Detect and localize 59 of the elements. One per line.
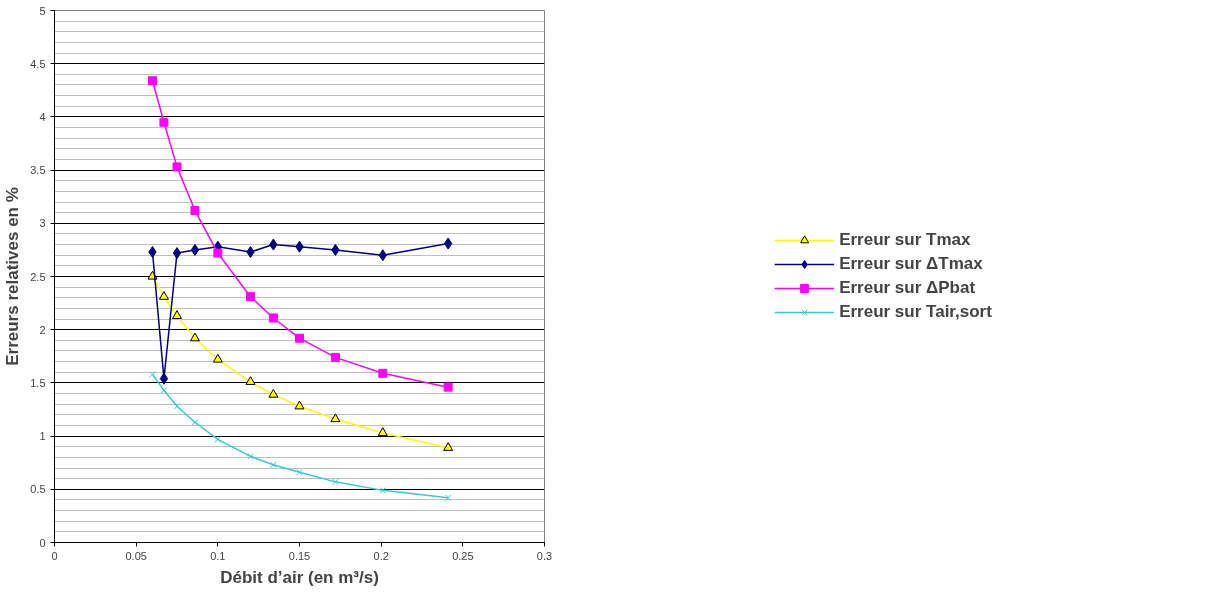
y-tick-label: 1 [39, 430, 46, 443]
legend-label: Erreur sur Tair,sort [839, 301, 992, 323]
point [212, 353, 223, 363]
point [332, 478, 339, 486]
legend-label: Erreur sur ΔTmax [839, 253, 983, 275]
point [443, 237, 453, 250]
point [213, 248, 223, 258]
y-tick-label: 3.5 [30, 164, 46, 177]
point [159, 117, 169, 127]
y-tick-label: 1.5 [30, 376, 46, 389]
point [172, 310, 182, 319]
point [189, 332, 200, 342]
x-tick-label: 0.05 [125, 549, 147, 562]
point [158, 291, 169, 300]
point [246, 292, 255, 302]
y-tick-label: 0 [39, 536, 46, 549]
point [247, 452, 254, 460]
y-axis-title: Erreurs relatives en % [3, 187, 23, 366]
x-tick-label: 0 [51, 549, 58, 562]
point [378, 368, 388, 378]
point [172, 247, 182, 260]
point [191, 418, 199, 426]
y-tick-label: 5 [39, 4, 46, 17]
point [268, 388, 279, 398]
point [379, 487, 387, 494]
x-axis-title: Débit d’air (en m³/s) [220, 567, 379, 587]
y-tick-label: 0.5 [30, 483, 46, 496]
legend-label: Erreur sur Tmax [839, 229, 971, 251]
y-tick-label: 2.5 [30, 270, 46, 283]
point [149, 371, 156, 378]
x-tick-label: 0.25 [452, 549, 474, 562]
x-tick-label: 0.1 [210, 549, 226, 562]
point [214, 435, 222, 443]
point [270, 461, 277, 469]
point [148, 76, 157, 86]
point [160, 387, 168, 394]
point [330, 352, 340, 362]
x-tick-label: 0.2 [373, 549, 389, 562]
x-tick-label: 0.3 [536, 549, 553, 562]
point [296, 468, 303, 476]
y-tick-label: 4 [39, 110, 46, 123]
point [444, 494, 452, 502]
point [172, 162, 182, 172]
point [330, 413, 341, 423]
point [190, 206, 200, 216]
y-tick-label: 2 [39, 323, 46, 336]
point [294, 400, 305, 410]
point [443, 442, 454, 451]
point [295, 333, 304, 343]
y-tick-label: 4.5 [30, 57, 46, 70]
x-tick-label: 0.15 [288, 549, 311, 562]
point [443, 382, 453, 392]
y-tick-label: 3 [39, 217, 46, 230]
point [245, 376, 256, 385]
point [268, 313, 278, 323]
legend-label: Erreur sur ΔPbat [839, 277, 976, 299]
point [190, 243, 200, 256]
point [377, 427, 388, 437]
point [173, 402, 181, 410]
